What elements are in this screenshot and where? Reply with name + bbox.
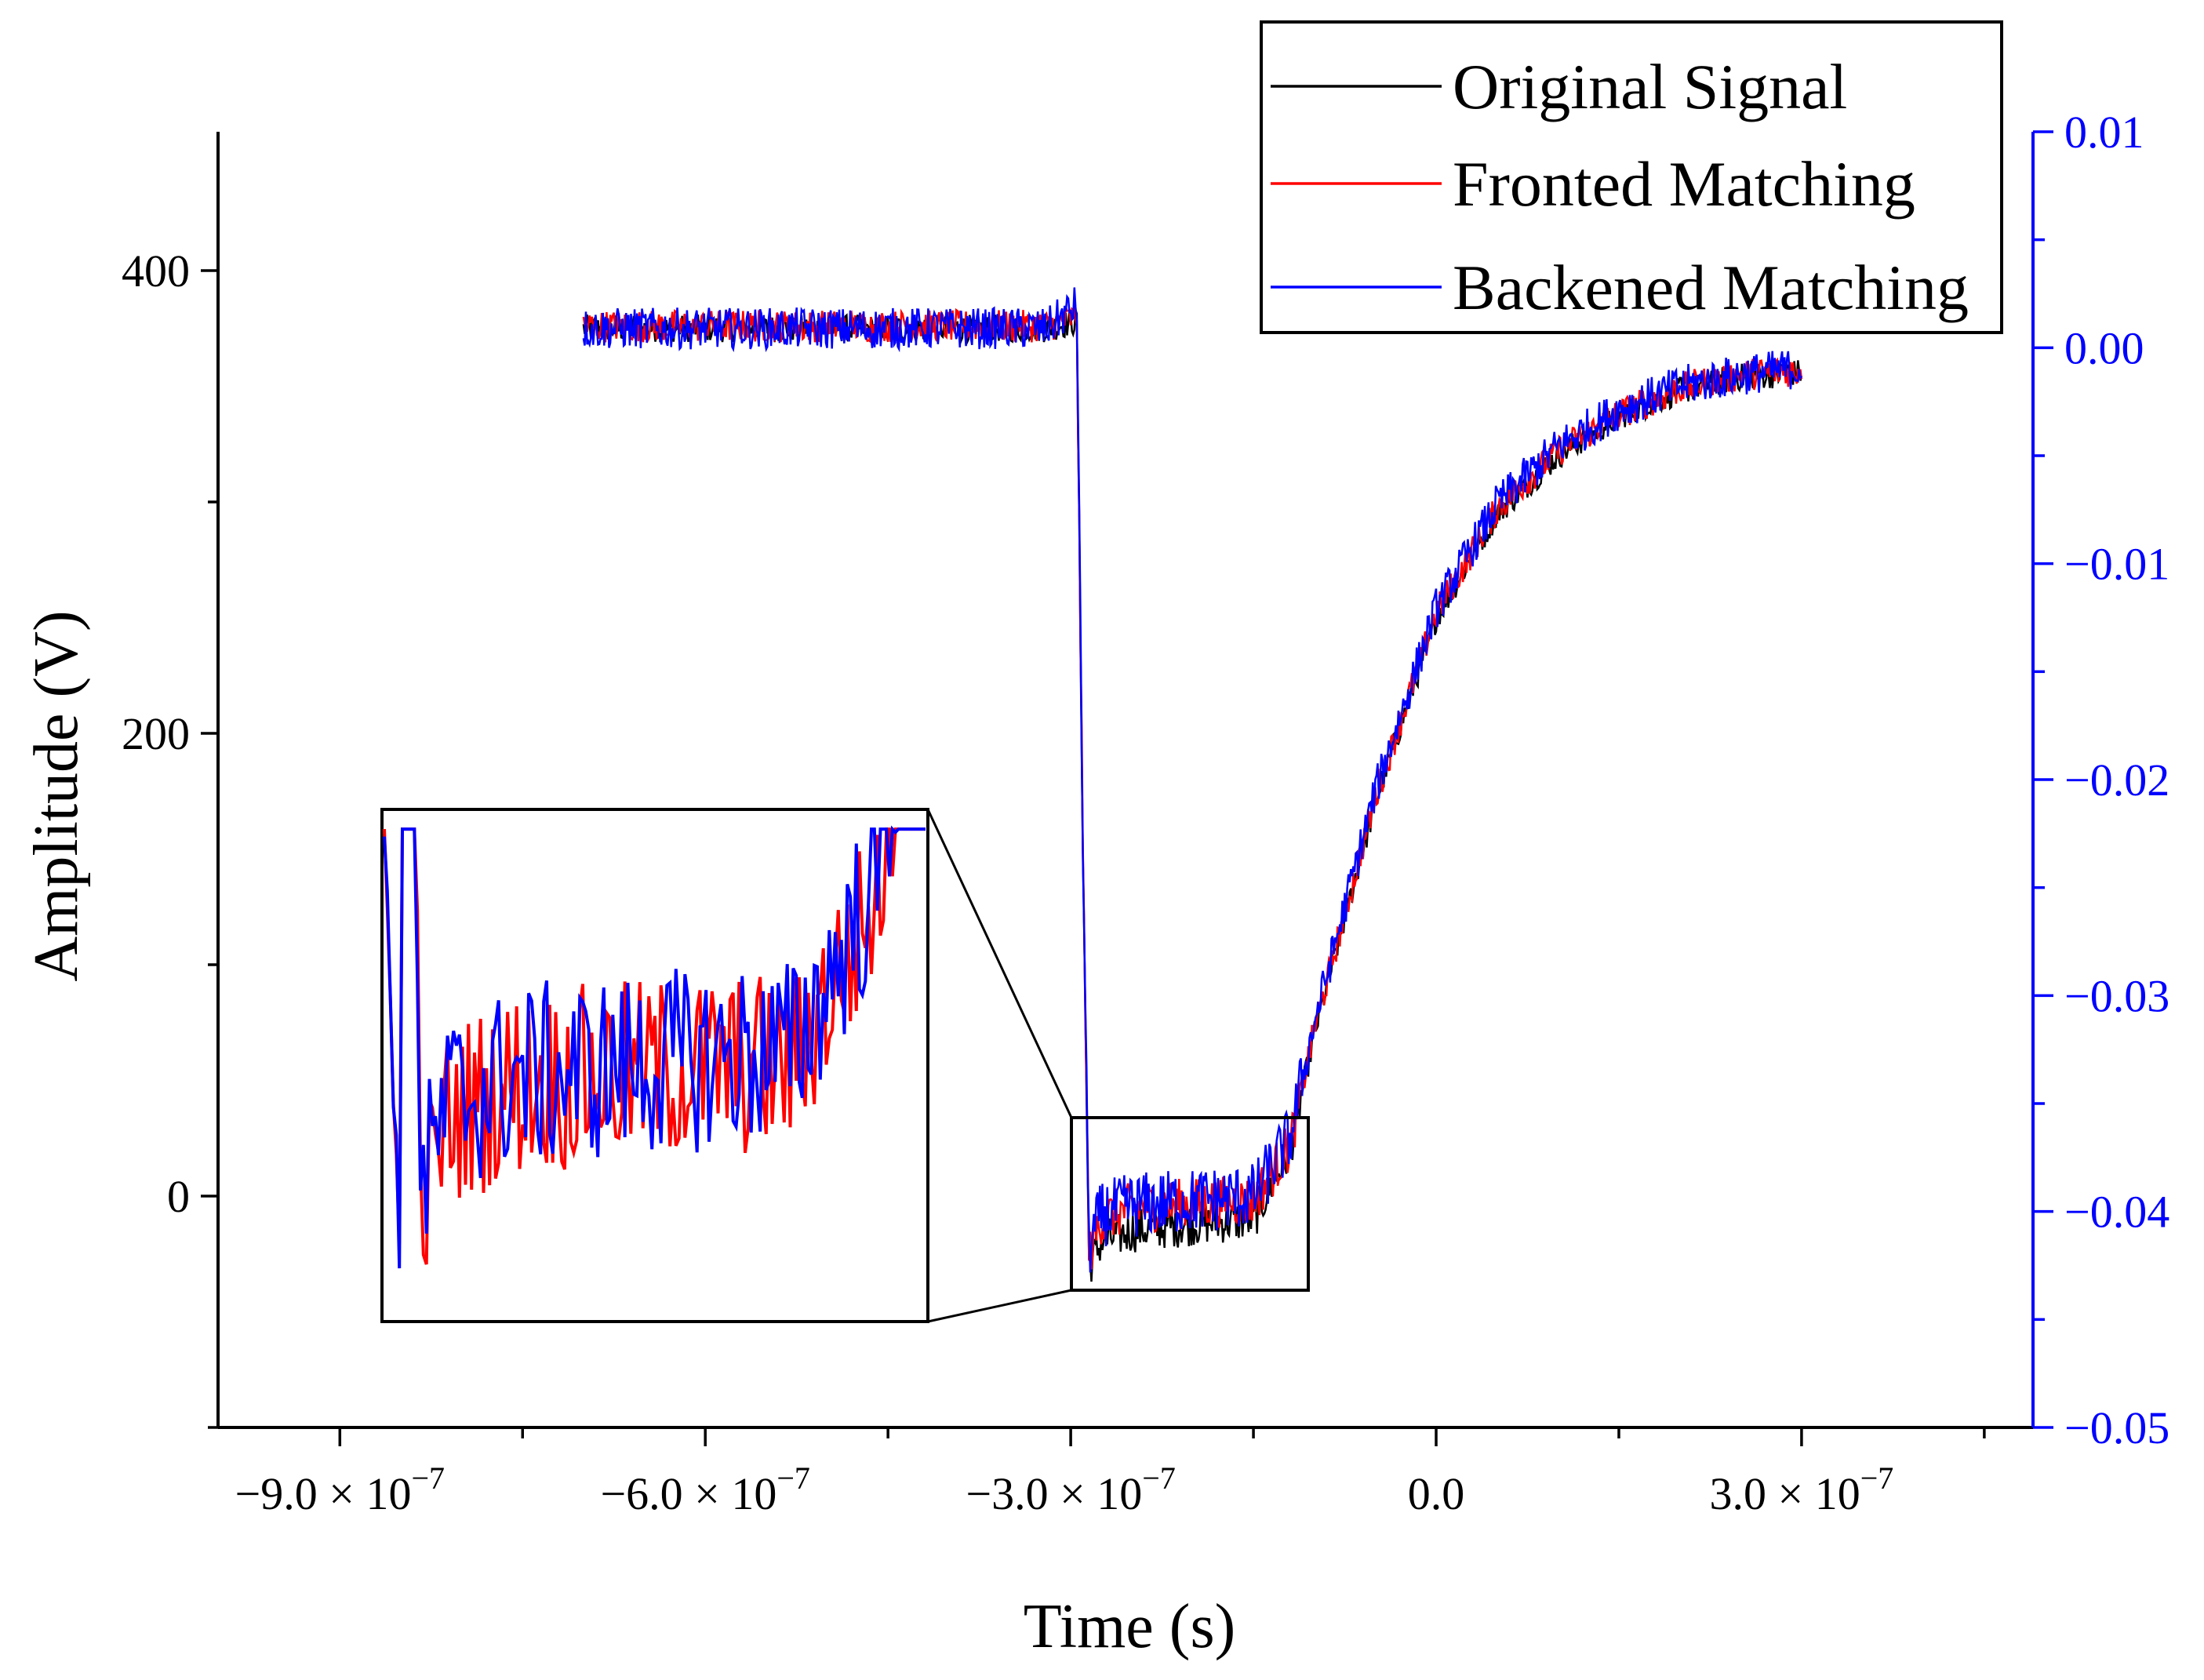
ticks-layer: −9.0 × 10−7 −6.0 × 10−7 −3.0 × 10−7 0.0 3.0 … [122,107,2169,1519]
x-tick-label: −6.0 × 10−7 [600,1460,809,1519]
x-tick-label: −3.0 × 10−7 [966,1460,1175,1519]
y-tick-label: 400 [122,245,190,296]
y-axis-title: Amplitude (V) [22,610,91,981]
y2-tick-label: −0.03 [2064,970,2169,1021]
legend-label-original: Original Signal [1453,51,1847,122]
legend-label-fronted: Fronted Matching [1453,148,1915,220]
series-backened-matching [582,287,1802,1273]
zoom-region-box [1070,1116,1310,1292]
zoom-connector-bottom [927,1289,1072,1323]
x-tick-label: −9.0 × 10−7 [235,1460,445,1519]
y-tick-label: 0 [167,1171,190,1222]
y2-tick-label: −0.01 [2064,539,2169,590]
legend: Original Signal Fronted Matching Backene… [1260,20,2003,334]
inset-layer [383,825,926,1269]
legend-label-backened: Backened Matching [1453,252,1969,323]
y2-tick-label: −0.05 [2064,1402,2169,1453]
series-layer [582,287,1803,1282]
legend-box [1260,20,2003,334]
x-axis-title: Time (s) [1024,1592,1235,1661]
y2-tick-label: 0.00 [2064,322,2144,373]
zoom-connector-top [926,809,1073,1118]
y2-tick-label: 0.01 [2064,107,2144,158]
y2-tick-label: −0.02 [2064,755,2169,805]
inset-series-backened-matching [383,825,926,1269]
y2-tick-label: −0.04 [2064,1187,2169,1238]
x-tick-label: 3.0 × 10−7 [1710,1460,1894,1519]
x-tick-label: 0.0 [1408,1468,1465,1519]
y-tick-label: 200 [122,708,190,759]
